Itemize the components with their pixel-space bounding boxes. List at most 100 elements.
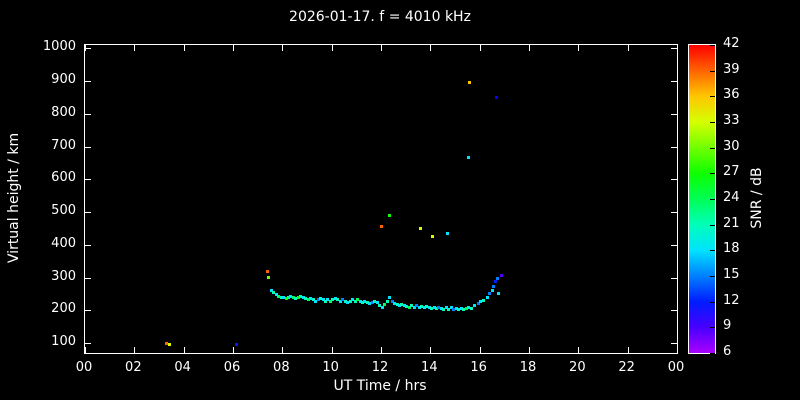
x-tick-label: 12 [371, 360, 389, 375]
data-point [279, 296, 283, 300]
data-point [398, 304, 401, 308]
data-point [420, 304, 424, 308]
data-point [269, 288, 273, 292]
data-point [407, 305, 411, 309]
colorbar-tick-label: 39 [723, 61, 740, 77]
data-point [410, 304, 414, 308]
y-tick-mark [85, 343, 91, 345]
colorbar-tick-label: 42 [723, 36, 740, 51]
colorbar-tick-mark [710, 224, 715, 226]
data-point [442, 307, 446, 311]
y-tick-mark [671, 310, 677, 312]
y-tick-mark [85, 179, 91, 181]
colorbar-tick-mark [710, 250, 715, 252]
data-point [446, 231, 450, 235]
data-point [274, 293, 278, 297]
data-point [494, 280, 498, 284]
data-point [164, 341, 168, 345]
data-point [495, 95, 499, 99]
colorbar-tick-mark [710, 327, 715, 329]
data-point [418, 226, 422, 230]
x-tick-mark [529, 347, 530, 353]
data-point [277, 294, 281, 298]
data-point [363, 299, 367, 303]
x-tick-label: 06 [223, 360, 241, 375]
data-point [375, 301, 379, 305]
y-tick-mark [671, 277, 677, 279]
colorbar-tick-label: 18 [723, 241, 740, 257]
x-tick-mark [627, 45, 629, 51]
data-point [432, 305, 436, 309]
data-point [272, 290, 276, 294]
y-tick-mark [85, 212, 91, 214]
x-tick-label: 04 [174, 360, 191, 375]
data-point [333, 297, 337, 301]
data-point [316, 298, 320, 302]
y-tick-label: 100 [51, 334, 76, 350]
x-tick-mark [85, 45, 86, 51]
x-tick-mark [183, 347, 185, 353]
data-point [301, 296, 305, 300]
data-point [462, 308, 466, 312]
data-point [485, 295, 489, 299]
colorbar-tick-label: 30 [723, 138, 740, 154]
data-point [324, 299, 327, 303]
data-point [412, 305, 416, 309]
x-tick-mark [381, 347, 382, 353]
data-point [476, 302, 480, 306]
data-point [235, 343, 239, 347]
data-point [365, 301, 369, 305]
colorbar-tick-label: 36 [723, 87, 740, 103]
x-tick-mark [331, 45, 333, 51]
y-tick-label: 800 [51, 104, 76, 120]
data-point [395, 303, 399, 306]
x-tick-label: 10 [322, 360, 339, 375]
x-tick-label: 00 [667, 360, 685, 375]
colorbar-tick-label: 21 [723, 215, 740, 231]
data-point [402, 304, 406, 308]
x-tick-mark [430, 45, 432, 51]
data-point [473, 304, 477, 308]
x-tick-mark [381, 45, 382, 51]
y-tick-mark [671, 343, 677, 345]
y-tick-mark [671, 48, 677, 50]
data-point [439, 306, 443, 310]
data-point [417, 305, 421, 309]
y-tick-label: 1000 [42, 39, 76, 55]
data-point [296, 295, 300, 299]
x-tick-mark [578, 347, 580, 353]
data-point [331, 298, 335, 302]
data-point [468, 81, 472, 85]
x-tick-mark [233, 45, 234, 51]
x-tick-mark [331, 347, 333, 353]
data-point [287, 296, 290, 300]
x-tick-mark [479, 45, 481, 51]
data-point [427, 306, 431, 310]
colorbar-tick-label: 24 [723, 190, 740, 205]
colorbar-tick-mark [710, 96, 715, 98]
x-tick-mark [183, 45, 185, 51]
data-point [464, 306, 468, 310]
y-axis-label: Virtual height / km [6, 132, 22, 264]
data-point [309, 297, 313, 301]
data-point [358, 299, 362, 303]
data-point [383, 303, 387, 306]
data-point [430, 306, 434, 310]
data-point [452, 307, 456, 311]
data-point [319, 297, 323, 301]
x-tick-mark [677, 347, 678, 353]
colorbar-tick-label: 33 [723, 113, 740, 128]
colorbar-tick-mark [710, 301, 715, 303]
data-point [328, 299, 332, 303]
colorbar-tick-mark [710, 276, 715, 277]
data-point [304, 297, 308, 301]
data-point [346, 301, 350, 305]
y-tick-mark [85, 113, 91, 115]
data-point [435, 306, 438, 310]
data-point [348, 299, 352, 303]
y-tick-label: 700 [51, 137, 76, 153]
data-point [500, 273, 504, 277]
data-point [306, 298, 310, 302]
data-point [351, 298, 355, 302]
